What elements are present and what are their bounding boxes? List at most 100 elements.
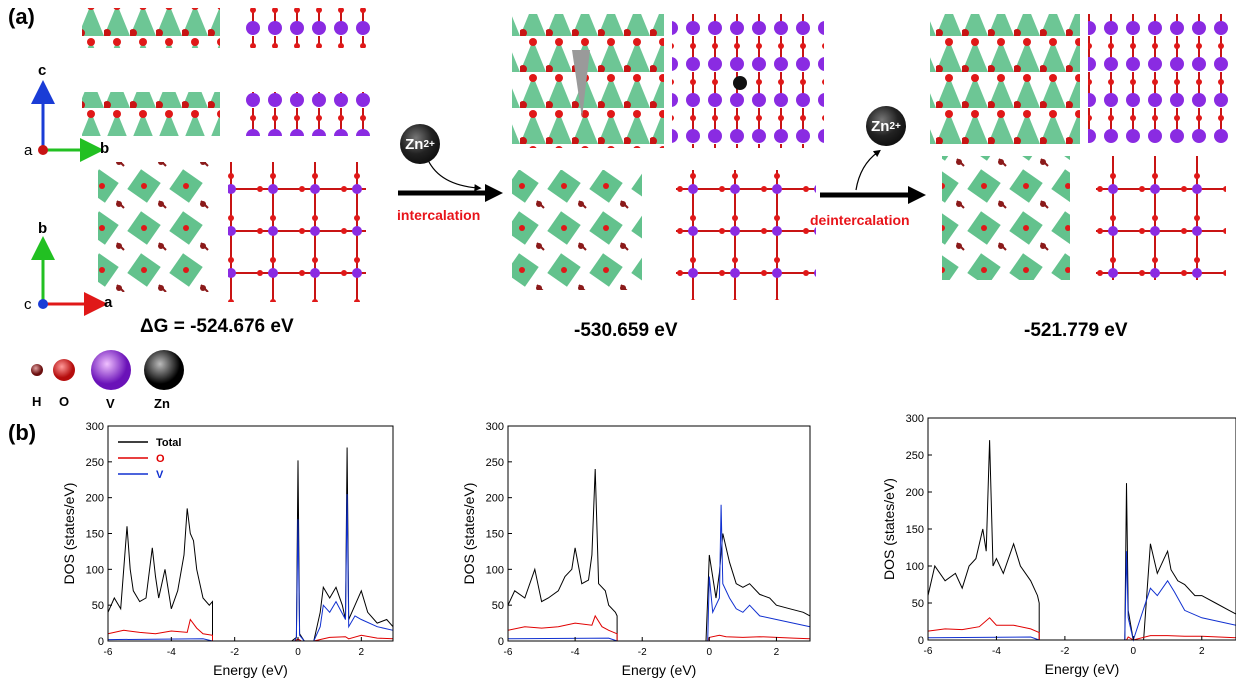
legend-v-sphere — [91, 350, 131, 390]
y-axis-label: DOS (states/eV) — [461, 483, 477, 585]
y-tick-label: 100 — [86, 564, 104, 576]
structure-3-side-v-layers — [1088, 14, 1230, 144]
y-tick-label: 200 — [906, 487, 924, 499]
structure-1-v-layer-bottom — [238, 92, 374, 136]
structure-1-plan-octahedra — [98, 162, 210, 292]
y-tick-label: 150 — [486, 529, 504, 541]
y-axis-label: DOS (states/eV) — [881, 478, 897, 580]
structures-figure — [31, 8, 1230, 316]
axis-label-b-top: b — [100, 140, 110, 157]
x-axis-label: Energy (eV) — [1045, 661, 1120, 677]
structure-1-v-layer-top — [238, 8, 374, 48]
structure-1-layer-top — [82, 8, 220, 48]
energy-structure-3: -521.779 eV — [1024, 320, 1128, 341]
x-tick-label: 0 — [295, 647, 301, 658]
y-tick-label: 100 — [906, 561, 924, 573]
x-tick-label: 2 — [359, 647, 365, 658]
series-o-line — [507, 614, 811, 642]
y-tick-label: 200 — [86, 493, 104, 505]
legend-zn-sphere — [144, 350, 184, 390]
panel-label-b: (b) — [8, 420, 37, 445]
plot-frame — [927, 417, 1236, 641]
energy-structure-2: -530.659 eV — [574, 320, 678, 341]
y-tick-label: 100 — [486, 564, 504, 576]
zn-ion-deintercalation: Zn 2+ — [866, 106, 906, 146]
zn-ion-intercalation: Zn 2+ — [400, 124, 440, 164]
x-tick-label: -6 — [924, 646, 933, 657]
dos-chart-3: 0 50 100 150 200 250 300 -6 -4 -2 0 2 Energy (eV) DOS… — [881, 413, 1236, 677]
atom-legend-spheres — [31, 350, 184, 390]
y-tick-label: 250 — [86, 457, 104, 469]
plot-frame — [507, 425, 811, 642]
y-tick-label: 0 — [498, 636, 504, 648]
series-o-line — [107, 618, 394, 642]
y-tick-label: 50 — [912, 598, 924, 610]
y-tick-label: 300 — [86, 421, 104, 433]
legend-label-total: Total — [156, 437, 181, 449]
dos-chart-2: 0 50 100 150 200 250 300 -6 -4 -2 0 2 Energy (eV) DOS… — [461, 421, 811, 678]
x-tick-label: 0 — [707, 647, 713, 658]
structure-3-side-octahedra — [930, 14, 1080, 144]
axis-label-b-bottom: b — [38, 220, 48, 237]
series-total-line — [507, 468, 811, 642]
x-tick-label: -2 — [230, 647, 239, 658]
intercalation-label: intercalation — [397, 207, 481, 223]
axis-label-a-top: a — [24, 142, 33, 159]
legend-v-label: V — [106, 396, 115, 411]
legend-zn-label: Zn — [154, 396, 170, 411]
axis-label-c-top: c — [38, 62, 47, 79]
y-tick-label: 0 — [98, 636, 104, 648]
structure-2-plan-octahedra — [512, 170, 642, 290]
axis-label-c-bottom: c — [24, 296, 32, 313]
x-axis-label: Energy (eV) — [213, 662, 288, 678]
legend-o-label: O — [59, 394, 70, 409]
axis-label-a-bottom: a — [104, 294, 113, 311]
structure-3-plan-octahedra — [942, 156, 1070, 280]
x-tick-label: -2 — [638, 647, 647, 658]
structure-3-plan-network — [1096, 156, 1226, 280]
y-tick-label: 300 — [906, 413, 924, 425]
y-axis-label: DOS (states/eV) — [61, 483, 77, 585]
y-tick-label: 250 — [906, 450, 924, 462]
series-v-line — [507, 504, 811, 642]
series-v-line — [927, 551, 1236, 642]
y-tick-label: 300 — [486, 421, 504, 433]
structure-2-zn-site — [572, 50, 590, 118]
legend-h-sphere — [31, 364, 43, 376]
structure-1-plan-network — [228, 162, 366, 302]
legend-o-sphere — [53, 359, 75, 381]
x-tick-label: -4 — [167, 647, 176, 658]
x-tick-label: 2 — [774, 647, 780, 658]
structure-1-layer-bottom — [82, 92, 220, 136]
legend-label-v: V — [156, 469, 164, 481]
x-tick-label: -6 — [504, 647, 513, 658]
x-tick-label: -6 — [104, 647, 113, 658]
series-v-line — [107, 494, 394, 642]
structure-2-zn-atom — [733, 76, 747, 90]
structure-2-side-v-layers — [672, 14, 824, 148]
y-tick-label: 0 — [918, 635, 924, 647]
legend-label-o: O — [156, 453, 165, 465]
x-tick-label: 0 — [1131, 646, 1137, 657]
series-total-line — [107, 447, 394, 642]
y-tick-label: 150 — [906, 524, 924, 536]
y-tick-label: 150 — [86, 529, 104, 541]
legend-h-label: H — [32, 394, 42, 409]
x-tick-label: 2 — [1199, 646, 1205, 657]
structure-2-side-octahedra — [512, 14, 664, 148]
y-tick-label: 250 — [486, 457, 504, 469]
y-tick-label: 200 — [486, 493, 504, 505]
structure-2-plan-network — [676, 170, 816, 300]
x-tick-label: -2 — [1060, 646, 1069, 657]
x-tick-label: -4 — [571, 647, 580, 658]
y-tick-label: 50 — [92, 600, 104, 612]
atom-legend: H O V Zn — [24, 346, 194, 416]
series-total-line — [927, 440, 1236, 641]
axes-indicator-top — [31, 80, 104, 162]
x-axis-label: Energy (eV) — [622, 662, 697, 678]
energy-structure-1: ΔG = -524.676 eV — [140, 316, 294, 337]
panel-label-a: (a) — [8, 4, 35, 29]
axes-indicator-bottom — [31, 236, 108, 316]
plot-frame — [107, 425, 394, 642]
dos-chart-1: 0 50 100 150 200 250 300 -6 -4 -2 0 2 Energy (eV) DOS… — [61, 421, 394, 678]
